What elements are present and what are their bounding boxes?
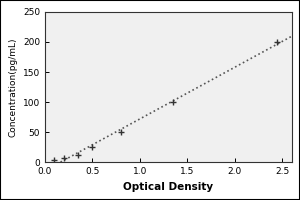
- X-axis label: Optical Density: Optical Density: [123, 182, 213, 192]
- Y-axis label: Concentration(pg/mL): Concentration(pg/mL): [8, 37, 17, 137]
